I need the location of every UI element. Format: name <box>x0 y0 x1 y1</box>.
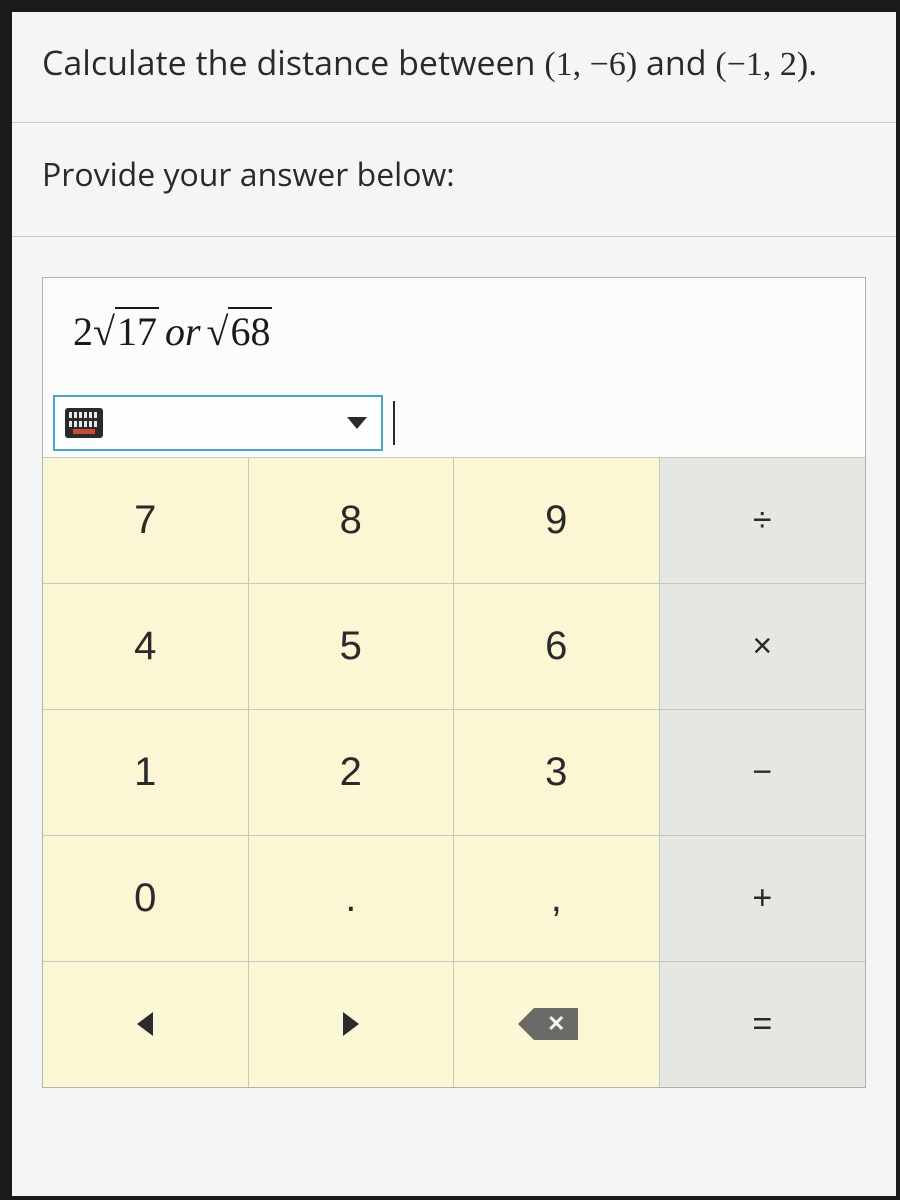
sqrt-2: √68 <box>207 308 273 355</box>
key-minus[interactable]: − <box>660 709 866 835</box>
question-mid: and <box>637 39 715 85</box>
key-0[interactable]: 0 <box>43 835 249 961</box>
radicand-2: 68 <box>228 307 272 354</box>
chevron-down-icon <box>347 417 367 429</box>
key-5[interactable]: 5 <box>249 583 455 709</box>
sqrt-1: √17 <box>93 308 159 355</box>
input-toolbar <box>43 389 865 457</box>
answer-prompt: Provide your answer below: <box>12 123 896 237</box>
arrow-left-icon <box>137 1012 153 1036</box>
backspace-icon: ✕ <box>534 1008 578 1040</box>
question-suffix: . <box>808 39 817 85</box>
answer-coef: 2 <box>73 309 93 354</box>
key-2[interactable]: 2 <box>249 709 455 835</box>
key-plus[interactable]: + <box>660 835 866 961</box>
key-decimal[interactable]: . <box>249 835 455 961</box>
key-1[interactable]: 1 <box>43 709 249 835</box>
text-cursor <box>393 401 395 445</box>
answer-or: or <box>159 309 207 354</box>
arrow-right-icon <box>343 1012 359 1036</box>
app-screen: Calculate the distance between (1, −6) a… <box>0 0 900 1200</box>
question-point2: (−1, 2) <box>715 46 808 83</box>
keyboard-icon <box>65 408 103 438</box>
question-prefix: Calculate the distance between <box>42 39 544 85</box>
key-8[interactable]: 8 <box>249 457 455 583</box>
key-right[interactable] <box>249 961 455 1087</box>
key-3[interactable]: 3 <box>454 709 660 835</box>
key-comma[interactable]: , <box>454 835 660 961</box>
key-backspace[interactable]: ✕ <box>454 961 660 1087</box>
key-6[interactable]: 6 <box>454 583 660 709</box>
answer-area: 2√17or√68 7 8 9 ÷ 4 5 6 × 1 2 3 <box>12 237 896 1088</box>
key-9[interactable]: 9 <box>454 457 660 583</box>
key-multiply[interactable]: × <box>660 583 866 709</box>
key-7[interactable]: 7 <box>43 457 249 583</box>
radicand-1: 17 <box>115 307 159 354</box>
key-left[interactable] <box>43 961 249 1087</box>
keyboard-mode-select[interactable] <box>53 395 383 451</box>
answer-box: 2√17or√68 7 8 9 ÷ 4 5 6 × 1 2 3 <box>42 277 866 1088</box>
keypad: 7 8 9 ÷ 4 5 6 × 1 2 3 − 0 . , + ✕ = <box>43 457 865 1087</box>
answer-display[interactable]: 2√17or√68 <box>43 278 865 389</box>
key-divide[interactable]: ÷ <box>660 457 866 583</box>
radical-icon: √ <box>207 309 229 354</box>
key-equals[interactable]: = <box>660 961 866 1087</box>
key-4[interactable]: 4 <box>43 583 249 709</box>
radical-icon: √ <box>93 309 115 354</box>
question-text: Calculate the distance between (1, −6) a… <box>12 12 896 123</box>
question-point1: (1, −6) <box>544 46 637 83</box>
